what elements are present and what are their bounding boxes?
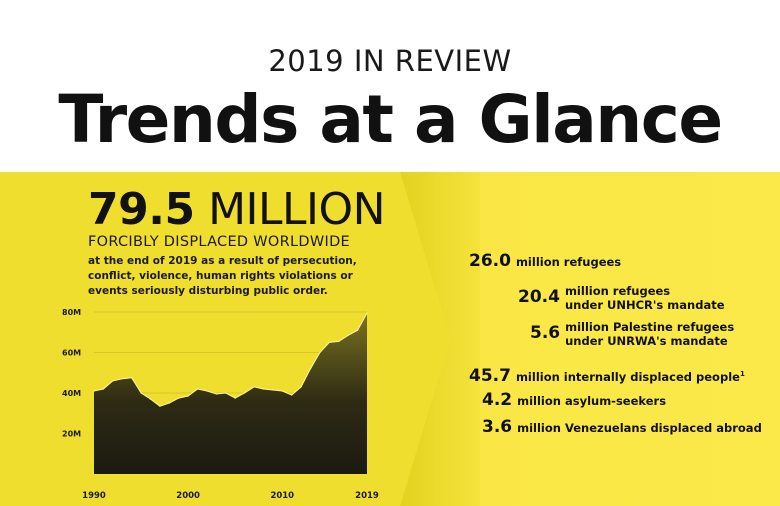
data-point <box>102 388 104 390</box>
stat-refugees: 26.0 million refugees <box>469 251 622 271</box>
stat-label: million refugees <box>515 255 622 269</box>
x-tick-label: 2000 <box>176 491 200 501</box>
x-tick-label: 2010 <box>270 491 294 501</box>
data-point <box>309 368 312 370</box>
stat-venezuelans: 3.6 million Venezuelans displaced abroad <box>482 417 762 437</box>
data-point <box>93 390 95 392</box>
data-point <box>319 351 321 354</box>
data-point <box>300 386 302 388</box>
stat-label: million internally displaced people <box>515 369 740 384</box>
stat-asylum-seekers: 4.2 million asylum-seekers <box>482 390 667 410</box>
data-point <box>178 397 180 399</box>
data-point <box>347 334 349 336</box>
data-point <box>328 341 330 343</box>
data-point <box>112 380 114 382</box>
y-tick-label: 80M <box>62 308 81 317</box>
stat-value: 45.7 <box>469 365 511 386</box>
stat-value: 26.0 <box>469 251 511 271</box>
data-point <box>131 377 133 379</box>
data-point <box>149 398 152 400</box>
data-point <box>206 390 208 392</box>
headline-description: at the end of 2019 as a result of persec… <box>88 255 357 297</box>
stat-value: 5.6 <box>530 323 561 343</box>
stat-value: 4.2 <box>482 390 513 410</box>
data-point <box>140 392 142 394</box>
header: 2019 IN REVIEW Trends at a Glance <box>0 0 780 172</box>
headline-subtitle: FORCIBLY DISPLACED WORLDWIDE <box>88 234 351 250</box>
data-point <box>357 329 359 331</box>
stat-label-2: under UNHCR's mandate <box>564 298 725 312</box>
stat-label: million asylum-seekers <box>517 394 667 408</box>
y-tick-label: 20M <box>62 430 81 439</box>
series-area <box>94 313 367 474</box>
y-tick-label: 40M <box>62 389 81 398</box>
stat-label: million Venezuelans displaced abroad <box>517 421 762 435</box>
infographic-band: 79.5 MILLION FORCIBLY DISPLACED WORLDWID… <box>0 172 780 506</box>
stat-unhcr-refugees: 20.4 million refugees under UNHCR's manda… <box>518 284 725 312</box>
data-point <box>281 390 283 392</box>
stat-value: 20.4 <box>518 287 560 307</box>
data-point <box>272 389 274 391</box>
footnote-marker: 1 <box>739 370 745 378</box>
data-point <box>338 340 340 342</box>
headline-number: 79.5 <box>88 184 195 235</box>
data-point <box>262 388 264 390</box>
data-point <box>168 402 170 404</box>
stat-label-2: under UNRWA's mandate <box>565 334 728 348</box>
data-point <box>253 386 255 388</box>
y-tick-label: 60M <box>62 349 81 358</box>
data-point <box>215 393 217 395</box>
series-line <box>93 312 368 407</box>
stat-palestine-refugees: 5.6 million Palestine refugees under UNRW… <box>530 320 734 348</box>
page-title: Trends at a Glance <box>58 81 723 158</box>
stat-label: million refugees <box>564 284 671 298</box>
stat-idps: 45.7 million internally displaced people1 <box>469 367 745 384</box>
data-point <box>187 395 189 397</box>
x-tick-label: 2019 <box>355 491 379 501</box>
data-point <box>121 378 123 380</box>
data-point <box>244 392 246 394</box>
data-point <box>159 405 161 407</box>
headline-unit: MILLION <box>208 184 386 235</box>
data-point <box>366 312 368 314</box>
data-point <box>197 388 199 390</box>
stat-value: 3.6 <box>482 417 513 437</box>
data-point <box>234 397 236 399</box>
data-point <box>225 392 227 394</box>
report-kicker: 2019 IN REVIEW <box>268 44 512 78</box>
headline-total: 79.5 MILLION <box>88 184 386 235</box>
stat-label: million Palestine refugees <box>565 320 735 334</box>
x-tick-label: 1990 <box>82 491 106 501</box>
displacement-area-chart: 20M 40M 60M 80M 1990 2000 2010 2019 <box>62 308 379 501</box>
data-point <box>291 394 293 396</box>
